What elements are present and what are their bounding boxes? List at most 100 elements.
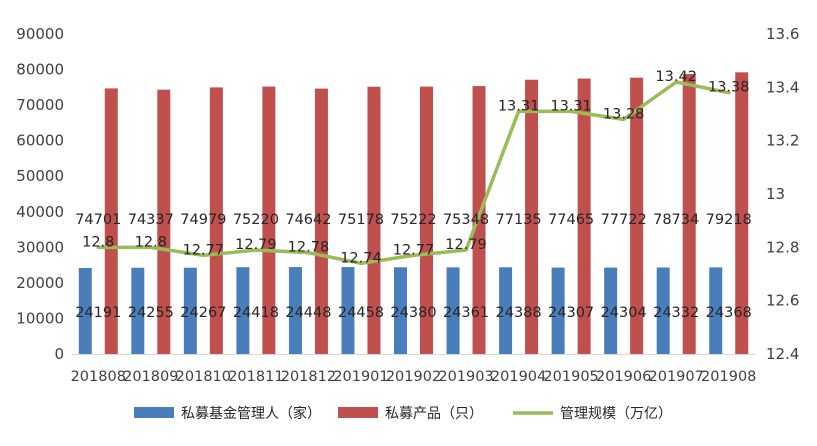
y-right-tick-label: 12.6	[766, 292, 799, 310]
x-tick-label: 201808	[71, 369, 126, 385]
legend-label-products: 私募产品（只）	[385, 406, 483, 422]
data-label-aum: 13.31	[498, 98, 540, 114]
bar-managers	[236, 267, 250, 354]
data-label-aum: 12.8	[135, 234, 167, 250]
legend: 私募基金管理人（家） 私募产品（只） 管理规模（万亿）	[134, 405, 672, 422]
data-label-managers: 24307	[548, 305, 594, 321]
y-right-tick-label: 12.4	[766, 345, 799, 363]
data-label-managers: 24304	[601, 305, 647, 321]
y-left-tick-label: 90000	[16, 25, 64, 43]
y-left-tick-label: 20000	[16, 274, 64, 292]
data-label-products: 74979	[180, 212, 226, 228]
data-label-managers: 24191	[75, 305, 121, 321]
data-label-managers: 24388	[496, 305, 542, 321]
bar-managers	[551, 267, 565, 354]
data-label-products: 77465	[548, 212, 594, 228]
x-tick-label: 201811	[228, 369, 283, 385]
bar-products	[682, 74, 696, 355]
bar-managers	[446, 267, 460, 354]
data-label-managers: 24267	[180, 305, 226, 321]
x-tick-label: 201903	[438, 369, 493, 385]
line-aum	[96, 80, 731, 266]
data-label-aum: 12.78	[288, 240, 330, 256]
y-left-tick-label: 30000	[16, 238, 64, 256]
data-label-products: 75220	[233, 212, 279, 228]
x-tick-label: 201809	[123, 369, 178, 385]
data-label-products: 77135	[496, 212, 542, 228]
y-left-tick-label: 40000	[16, 203, 64, 221]
x-tick-label: 201908	[701, 369, 756, 385]
bar-products	[262, 86, 276, 354]
y-right-tick-label: 13.6	[766, 25, 799, 43]
data-label-managers: 24458	[338, 305, 384, 321]
data-label-managers: 24368	[706, 305, 752, 321]
legend-swatch-products	[338, 407, 378, 418]
x-tick-label: 201901	[333, 369, 388, 385]
data-label-products: 79218	[706, 212, 752, 228]
bar-products	[577, 78, 591, 355]
data-label-aum: 13.28	[603, 106, 645, 122]
y-right-tick-label: 13.2	[766, 132, 799, 150]
data-label-aum: 13.38	[708, 80, 750, 96]
data-label-managers: 24418	[233, 305, 279, 321]
bar-products	[104, 88, 118, 354]
data-label-aum: 13.42	[655, 69, 697, 85]
bar-products	[525, 79, 539, 355]
bar-products	[157, 89, 171, 354]
bar-managers	[656, 267, 670, 354]
data-label-products: 78734	[653, 212, 699, 228]
data-label-aum: 12.77	[183, 242, 225, 258]
bar-managers	[394, 267, 407, 354]
data-label-aum: 13.31	[550, 98, 592, 114]
bar-products	[630, 77, 644, 354]
data-label-managers: 24361	[443, 305, 489, 321]
x-tick-label: 201906	[596, 369, 651, 385]
bar-managers	[499, 267, 513, 354]
data-label-products: 75222	[390, 212, 436, 228]
data-label-managers: 24332	[653, 305, 699, 321]
y-left-tick-label: 60000	[16, 132, 64, 150]
axis-layer: 0 10000 20000 30000 40000 50000 60000 70000 8000…	[16, 25, 799, 385]
y-left-tick-label: 80000	[16, 61, 64, 79]
data-label-aum: 12.74	[340, 250, 382, 266]
x-tick-label: 201810	[176, 369, 231, 385]
x-tick-label: 201812	[281, 369, 336, 385]
y-left-tick-label: 0	[54, 345, 64, 363]
data-label-products: 74642	[285, 212, 331, 228]
bar-products	[367, 86, 381, 355]
data-label-managers: 24448	[285, 305, 331, 321]
data-label-aum: 12.79	[235, 237, 277, 253]
bar-products	[735, 72, 749, 354]
bar-managers	[709, 267, 723, 354]
legend-label-managers: 私募基金管理人（家）	[181, 405, 321, 422]
data-label-aum: 12.8	[82, 234, 114, 250]
y-right-tick-label: 13	[766, 185, 785, 203]
data-label-products: 74701	[75, 212, 121, 228]
bars-layer	[78, 72, 749, 355]
y-right-tick-label: 13.4	[766, 78, 799, 96]
x-tick-label: 201907	[649, 369, 704, 385]
data-label-products: 74337	[128, 212, 174, 228]
x-tick-label: 201902	[386, 369, 441, 385]
data-label-managers: 24255	[128, 305, 174, 321]
legend-swatch-managers	[134, 407, 174, 418]
x-tick-label: 201904	[491, 369, 546, 385]
bar-products	[314, 88, 328, 354]
x-tick-label: 201905	[543, 369, 598, 385]
y-left-tick-label: 50000	[16, 167, 64, 185]
bar-managers	[604, 267, 618, 354]
data-label-aum: 12.79	[445, 237, 487, 253]
y-right-tick-label: 12.8	[766, 238, 799, 256]
data-label-products: 77722	[601, 212, 647, 228]
legend-label-aum: 管理规模（万亿）	[560, 406, 672, 422]
y-left-tick-label: 10000	[16, 309, 64, 327]
line-layer	[96, 80, 731, 266]
label-layer: 24191 24255 24267 24418 24448 24458 24380 24361…	[75, 69, 752, 321]
bar-managers	[341, 267, 355, 354]
data-label-products: 75178	[338, 212, 384, 228]
data-label-products: 75348	[443, 212, 489, 228]
bar-managers	[183, 267, 197, 354]
bar-managers	[288, 267, 302, 354]
bar-products	[209, 87, 223, 355]
